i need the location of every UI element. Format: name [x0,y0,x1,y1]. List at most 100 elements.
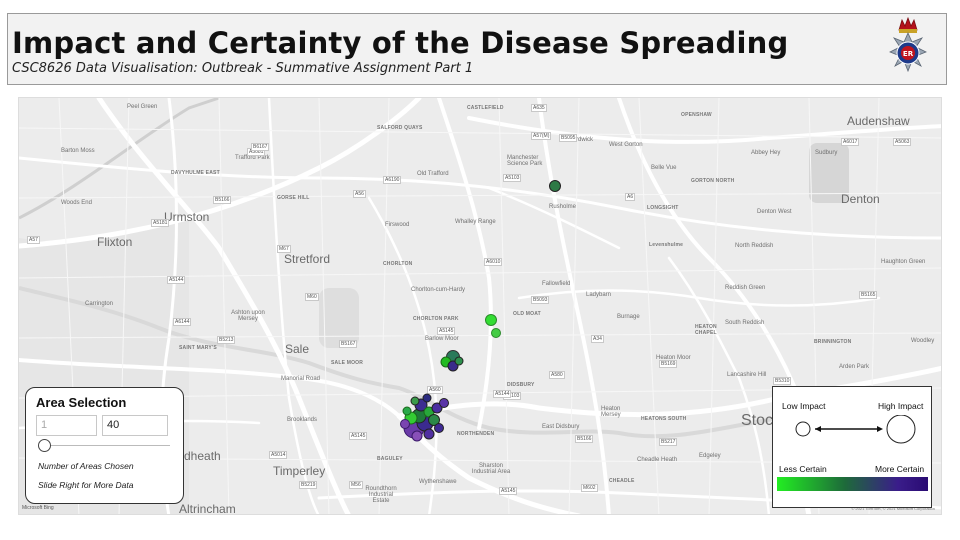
page-subtitle: CSC8626 Data Visualisation: Outbreak - S… [12,61,474,76]
label-ardwick: Ardwick [572,137,594,143]
marker[interactable] [549,180,561,192]
label-edgeley: Edgeley [699,453,721,459]
bing-attribution[interactable]: Microsoft Bing [22,505,54,511]
road-shield: A560 [427,386,443,394]
label-st-marys: SAINT MARY'S [179,345,217,351]
road-shield: A5145 [499,487,518,495]
road-shield: M602 [581,484,598,492]
road-shield: A5144 [493,390,512,398]
road-shield: A6017 [841,138,860,146]
road-shield: B5213 [217,336,236,344]
label-haughton-green: Haughton Green [881,259,926,265]
label-abbey-hey: Abbey Hey [751,150,781,156]
marker[interactable] [439,398,449,408]
legend-more-certain: More Certain [875,464,925,474]
label-reddish-green: Reddish Green [725,285,766,291]
marker[interactable] [454,356,464,366]
min-area-input[interactable]: 1 [36,415,97,436]
label-south-reddish: South Reddish [725,320,765,326]
label-altrincham: Altrincham [179,502,236,515]
impact-size-key [795,415,916,444]
label-baguley: BAGULEY [377,456,403,462]
label-north-reddish: North Reddish [735,243,774,249]
road-shield: B5219 [299,481,318,489]
label-trafford-park: Trafford Park [235,155,270,161]
road-shield: B5166 [575,435,594,443]
road-shield: A5145 [349,432,368,440]
marker[interactable] [428,414,440,426]
road-shield: B5165 [859,291,878,299]
label-woods-end: Woods End [61,200,92,206]
road-shield: B5166 [213,196,232,204]
label-heaton-mersey: Heaton Mersey [601,406,621,418]
label-heatons-south: HEATONS SOUTH [641,416,687,422]
marker[interactable] [411,430,423,442]
label-audenshaw: Audenshaw [847,114,910,128]
label-whalley-range: Whalley Range [455,219,496,225]
label-sudbury: Sudbury [815,150,838,156]
arrow-right-icon [877,426,883,432]
road-shield: M56 [349,481,363,489]
marker[interactable] [422,393,432,403]
road-shield: B5169 [659,360,678,368]
road-shield: B5217 [659,438,678,446]
marker[interactable] [491,328,501,338]
road-shield: A5144 [167,276,186,284]
road-shield: A5181 [151,219,170,227]
label-didsbury: DIDSBURY [507,382,535,388]
label-woodley: Woodley [911,338,935,344]
certainty-color-scale [777,477,928,491]
legend-panel: Low Impact High Impact Less Certain More… [772,386,932,508]
label-manor-farm: Manorial Road [281,376,321,382]
road-shield: A57 [27,236,40,244]
marker[interactable] [402,406,412,416]
header-banner: Impact and Certainty of the Disease Spre… [7,13,947,85]
label-rusholme: Rusholme [549,204,577,210]
small-circle-icon [795,421,811,437]
label-gorse-hill: GORSE HILL [277,195,310,201]
label-fallowfield: Fallowfield [542,281,571,287]
marker[interactable] [431,402,443,414]
area-selection-panel: Area Selection 1 40 Number of Areas Chos… [25,387,184,504]
label-salford-quays: SALFORD QUAYS [377,125,423,131]
label-castlefield: CASTLEFIELD [467,105,504,111]
max-area-input[interactable]: 40 [102,415,168,436]
marker[interactable] [434,423,444,433]
label-firswood: Firswood [385,222,410,228]
label-science-park: Manchester Science Park [507,155,543,167]
label-brinnington: BRINNINGTON [814,339,852,345]
marker[interactable] [423,428,435,440]
label-barton-moss: Barton Moss [61,148,95,154]
label-belle-vue: Belle Vue [651,165,677,171]
label-stockport: Stoc [741,412,774,429]
label-east-didsbury: East Didsbury [542,424,580,430]
large-circle-icon [886,415,916,444]
label-heaton-moor: Heaton Moor [656,355,691,361]
area-slider-handle[interactable] [38,439,51,452]
road-shield: A635 [531,104,547,112]
label-longsight: LONGSIGHT [647,205,679,211]
label-ashton-upon-mersey: Ashton upon Mersey [231,310,265,322]
label-wythenshawe: Wythenshawe [419,479,457,485]
label-openshaw: OPENSHAW [681,112,712,118]
label-roundthorn: Roundthorn Industrial Estate [365,486,397,504]
label-carrington: Carrington [85,301,114,307]
label-chorlton: CHORLTON [383,261,413,267]
marker[interactable] [485,314,497,326]
slider-caption-count: Number of Areas Chosen [38,461,134,471]
label-timperley: Timperley [273,464,326,478]
road-shield: A580 [549,371,565,379]
label-old-moat: OLD MOAT [513,311,541,317]
label-arden-park: Arden Park [839,364,870,370]
marker[interactable] [410,396,420,406]
road-shield: A5103 [503,174,522,182]
road-shield: A6144 [173,318,192,326]
label-chorlton-cum-hardy: Chorlton-cum-Hardy [411,287,466,293]
area-slider-track[interactable] [38,445,170,446]
label-barlow-moor: Barlow Moor [425,336,459,342]
label-lancashire-hill: Lancashire Hill [727,372,767,378]
outbreak-markers[interactable] [19,98,942,515]
marker[interactable] [400,419,410,429]
road-shield: A34 [591,335,604,343]
road-shield: A5145 [437,327,456,335]
